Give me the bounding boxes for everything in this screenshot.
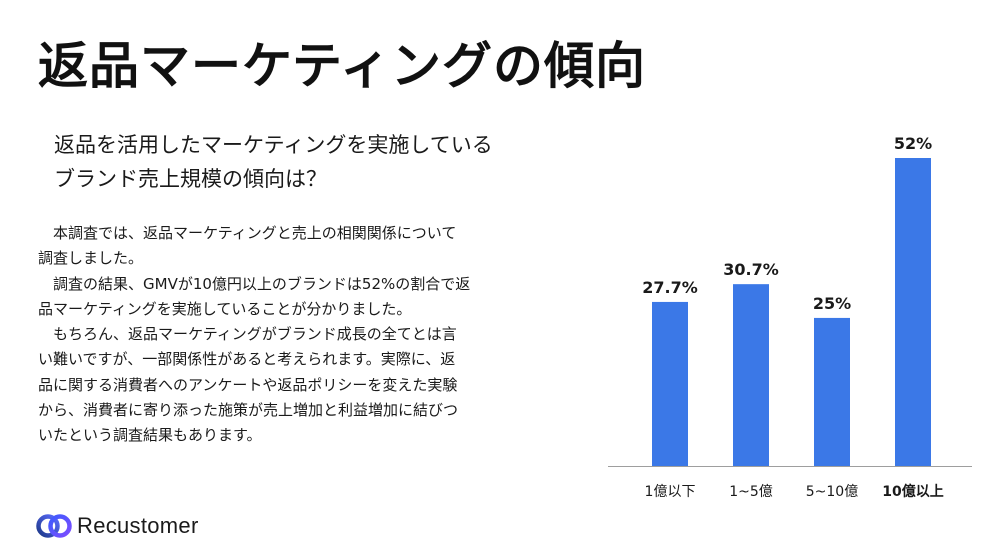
body-line: 本調査では、返品マーケティングと売上の相関関係について bbox=[38, 224, 457, 242]
body-line: から、消費者に寄り添った施策が売上増加と利益増加に結びつ bbox=[38, 401, 459, 420]
body-line: 調査しました。 bbox=[38, 249, 144, 268]
x-tick-label-3: 10億以上 bbox=[882, 483, 943, 500]
body-line: 品に関する消費者へのアンケートや返品ポリシーを変えた実験 bbox=[38, 375, 458, 394]
data-label-3: 52% bbox=[894, 134, 932, 153]
data-label-1: 30.7% bbox=[723, 260, 779, 279]
bar-chart: 27.7% 1億以下 30.7% 1~5億 25% 5~10億 52% 10億以上 bbox=[600, 120, 980, 520]
bar-chart-svg: 27.7% 1億以下 30.7% 1~5億 25% 5~10億 52% 10億以上 bbox=[608, 134, 972, 500]
subtitle: 返品を活用したマーケティングを実施している ブランド売上規模の傾向は？ bbox=[54, 128, 574, 196]
x-tick-label-0: 1億以下 bbox=[645, 484, 696, 500]
body-line: 調査の結果、GMVが10億円以上のブランドは52%の割合で返 bbox=[38, 274, 471, 293]
body-line: い難いですが、一部関係性があると考えられます。実際に、返 bbox=[38, 350, 456, 369]
bar-3 bbox=[895, 158, 931, 466]
body-line: いたという調査結果もあります。 bbox=[38, 426, 262, 445]
subtitle-line: 返品を活用したマーケティングを実施している bbox=[54, 133, 493, 157]
recustomer-logo-icon bbox=[36, 514, 72, 538]
body-line: もちろん、返品マーケティングがブランド成長の全てとは言 bbox=[38, 325, 457, 344]
data-label-2: 25% bbox=[813, 294, 851, 313]
body-line: 品マーケティングを実施していることが分かりました。 bbox=[38, 299, 412, 318]
logo-text: Recustomer bbox=[77, 513, 199, 538]
page-title: 返品マーケティングの傾向 bbox=[38, 37, 646, 95]
x-tick-label-2: 5~10億 bbox=[806, 484, 858, 500]
data-label-0: 27.7% bbox=[642, 278, 698, 297]
body-paragraph: 本調査では、返品マーケティングと売上の相関関係について 調査しました。 調査の結… bbox=[38, 221, 528, 449]
brand-logo: Recustomer bbox=[36, 511, 199, 541]
bar-1 bbox=[733, 284, 769, 466]
bar-0 bbox=[652, 301, 688, 466]
x-tick-label-1: 1~5億 bbox=[729, 484, 773, 500]
subtitle-line: ブランド売上規模の傾向は？ bbox=[54, 167, 327, 191]
bar-2 bbox=[814, 317, 850, 466]
